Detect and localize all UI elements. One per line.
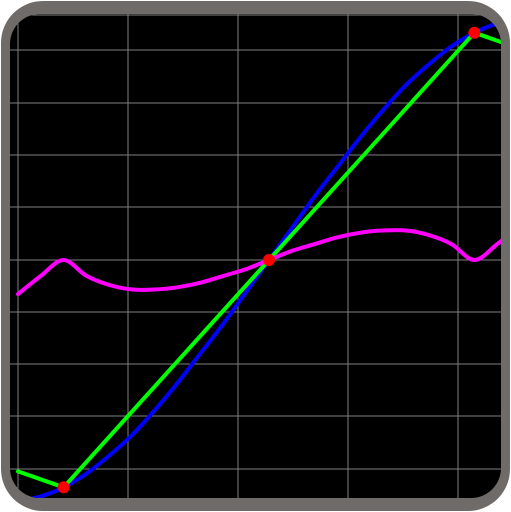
- control-point[interactable]: [57, 481, 70, 494]
- control-point[interactable]: [468, 26, 481, 39]
- control-point[interactable]: [263, 254, 275, 266]
- chart-screen: [10, 14, 501, 498]
- control-points: [57, 26, 481, 494]
